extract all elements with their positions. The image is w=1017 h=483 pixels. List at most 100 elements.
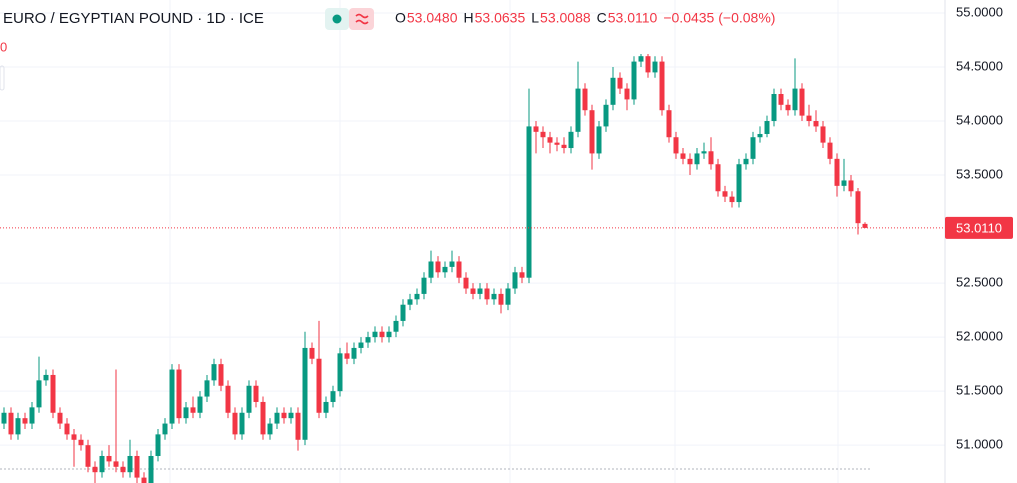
candle-body <box>295 412 301 440</box>
ohlc-legend: O 53.0480 H 53.0635 L 53.0088 C 53.0110 −0.0435 … <box>395 10 775 26</box>
delay-icon <box>355 13 369 25</box>
candle-body <box>498 293 504 305</box>
candle-body <box>470 288 476 294</box>
y-tick-label: 51.5000 <box>956 383 1003 398</box>
candle-body <box>631 61 637 100</box>
candle-body <box>624 88 630 100</box>
candle-body <box>330 391 336 402</box>
candle-body <box>813 121 819 127</box>
candle-body <box>344 353 350 359</box>
candle-body <box>400 304 406 321</box>
candle-body <box>547 137 553 143</box>
y-tick-label: 52.5000 <box>956 275 1003 290</box>
candle-body <box>57 412 63 424</box>
candle-body <box>568 131 574 149</box>
candle-body <box>806 115 812 122</box>
candle-body <box>113 461 119 467</box>
legend-o: O <box>395 10 406 26</box>
candle-body <box>36 380 42 408</box>
candle-body <box>85 445 91 467</box>
candle-body <box>841 180 847 186</box>
candle-body <box>491 293 497 300</box>
candle-body <box>428 261 434 278</box>
candle-body <box>71 434 77 440</box>
candle-body <box>1 412 7 424</box>
candle-body <box>176 369 182 419</box>
candle-body <box>288 412 294 419</box>
candle-body <box>750 137 756 159</box>
candle-body <box>666 110 672 138</box>
legend-h: H <box>464 10 474 26</box>
clipped-label: 0 <box>0 39 7 54</box>
y-tick-label: 52.0000 <box>956 329 1003 344</box>
candle-body <box>764 121 770 134</box>
candle-body <box>659 61 665 111</box>
candle-body <box>232 412 238 435</box>
candle-body <box>393 320 399 332</box>
candle-body <box>414 293 420 300</box>
candle-body <box>260 401 266 435</box>
candle-body <box>785 104 791 111</box>
candle-body <box>274 412 280 424</box>
candle-body <box>638 56 644 62</box>
candle-body <box>617 77 623 89</box>
candle-body <box>582 88 588 111</box>
legend-open: 53.0480 <box>407 10 458 26</box>
candle-body <box>484 288 490 300</box>
candle-body <box>386 331 392 338</box>
candle-body <box>120 466 126 473</box>
delay-badge[interactable] <box>349 8 374 30</box>
candle-body <box>862 223 868 228</box>
candle-body <box>211 364 217 381</box>
candle-body <box>127 455 133 473</box>
side-button[interactable] <box>0 65 5 91</box>
candle-body <box>302 347 308 440</box>
candle-body <box>8 412 14 435</box>
candle-body <box>372 331 378 338</box>
candle-body <box>141 477 147 483</box>
candle-body <box>309 347 315 359</box>
candle-body <box>99 455 105 473</box>
y-tick-label: 55.0000 <box>956 4 1003 19</box>
candle-body <box>190 407 196 413</box>
candle-body <box>162 423 168 435</box>
candle-body <box>204 380 210 397</box>
candle-body <box>246 385 252 413</box>
candle-body <box>778 94 784 105</box>
legend-l: L <box>531 10 539 26</box>
candle-body <box>799 88 805 116</box>
candle-body <box>848 180 854 192</box>
candle-body <box>64 423 70 435</box>
candle-body <box>239 412 245 435</box>
y-tick-label: 53.5000 <box>956 166 1003 181</box>
candle-body <box>225 385 231 413</box>
candle-body <box>379 331 385 338</box>
legend-low: 53.0088 <box>540 10 591 26</box>
candle-body <box>365 337 371 343</box>
candle-body <box>512 272 518 289</box>
candle-body <box>694 153 700 165</box>
candle-body <box>757 133 763 138</box>
candle-body <box>645 56 651 73</box>
candle-body <box>519 272 525 278</box>
candle-body <box>771 94 777 122</box>
candle-body <box>680 153 686 159</box>
candle-body <box>421 277 427 294</box>
candle-body <box>134 455 140 478</box>
candle-body <box>687 158 693 165</box>
candle-body <box>834 158 840 186</box>
candle-body <box>505 288 511 305</box>
candle-body <box>435 261 441 273</box>
candle-body <box>701 151 707 154</box>
candle-body <box>652 61 658 73</box>
legend-c: C <box>597 10 607 26</box>
candle-body <box>155 434 161 456</box>
candle-body <box>589 110 595 154</box>
candle-body <box>456 261 462 278</box>
candle-body <box>736 164 742 203</box>
candle-body <box>526 126 532 278</box>
grid <box>0 0 945 483</box>
candle-body <box>561 144 567 149</box>
